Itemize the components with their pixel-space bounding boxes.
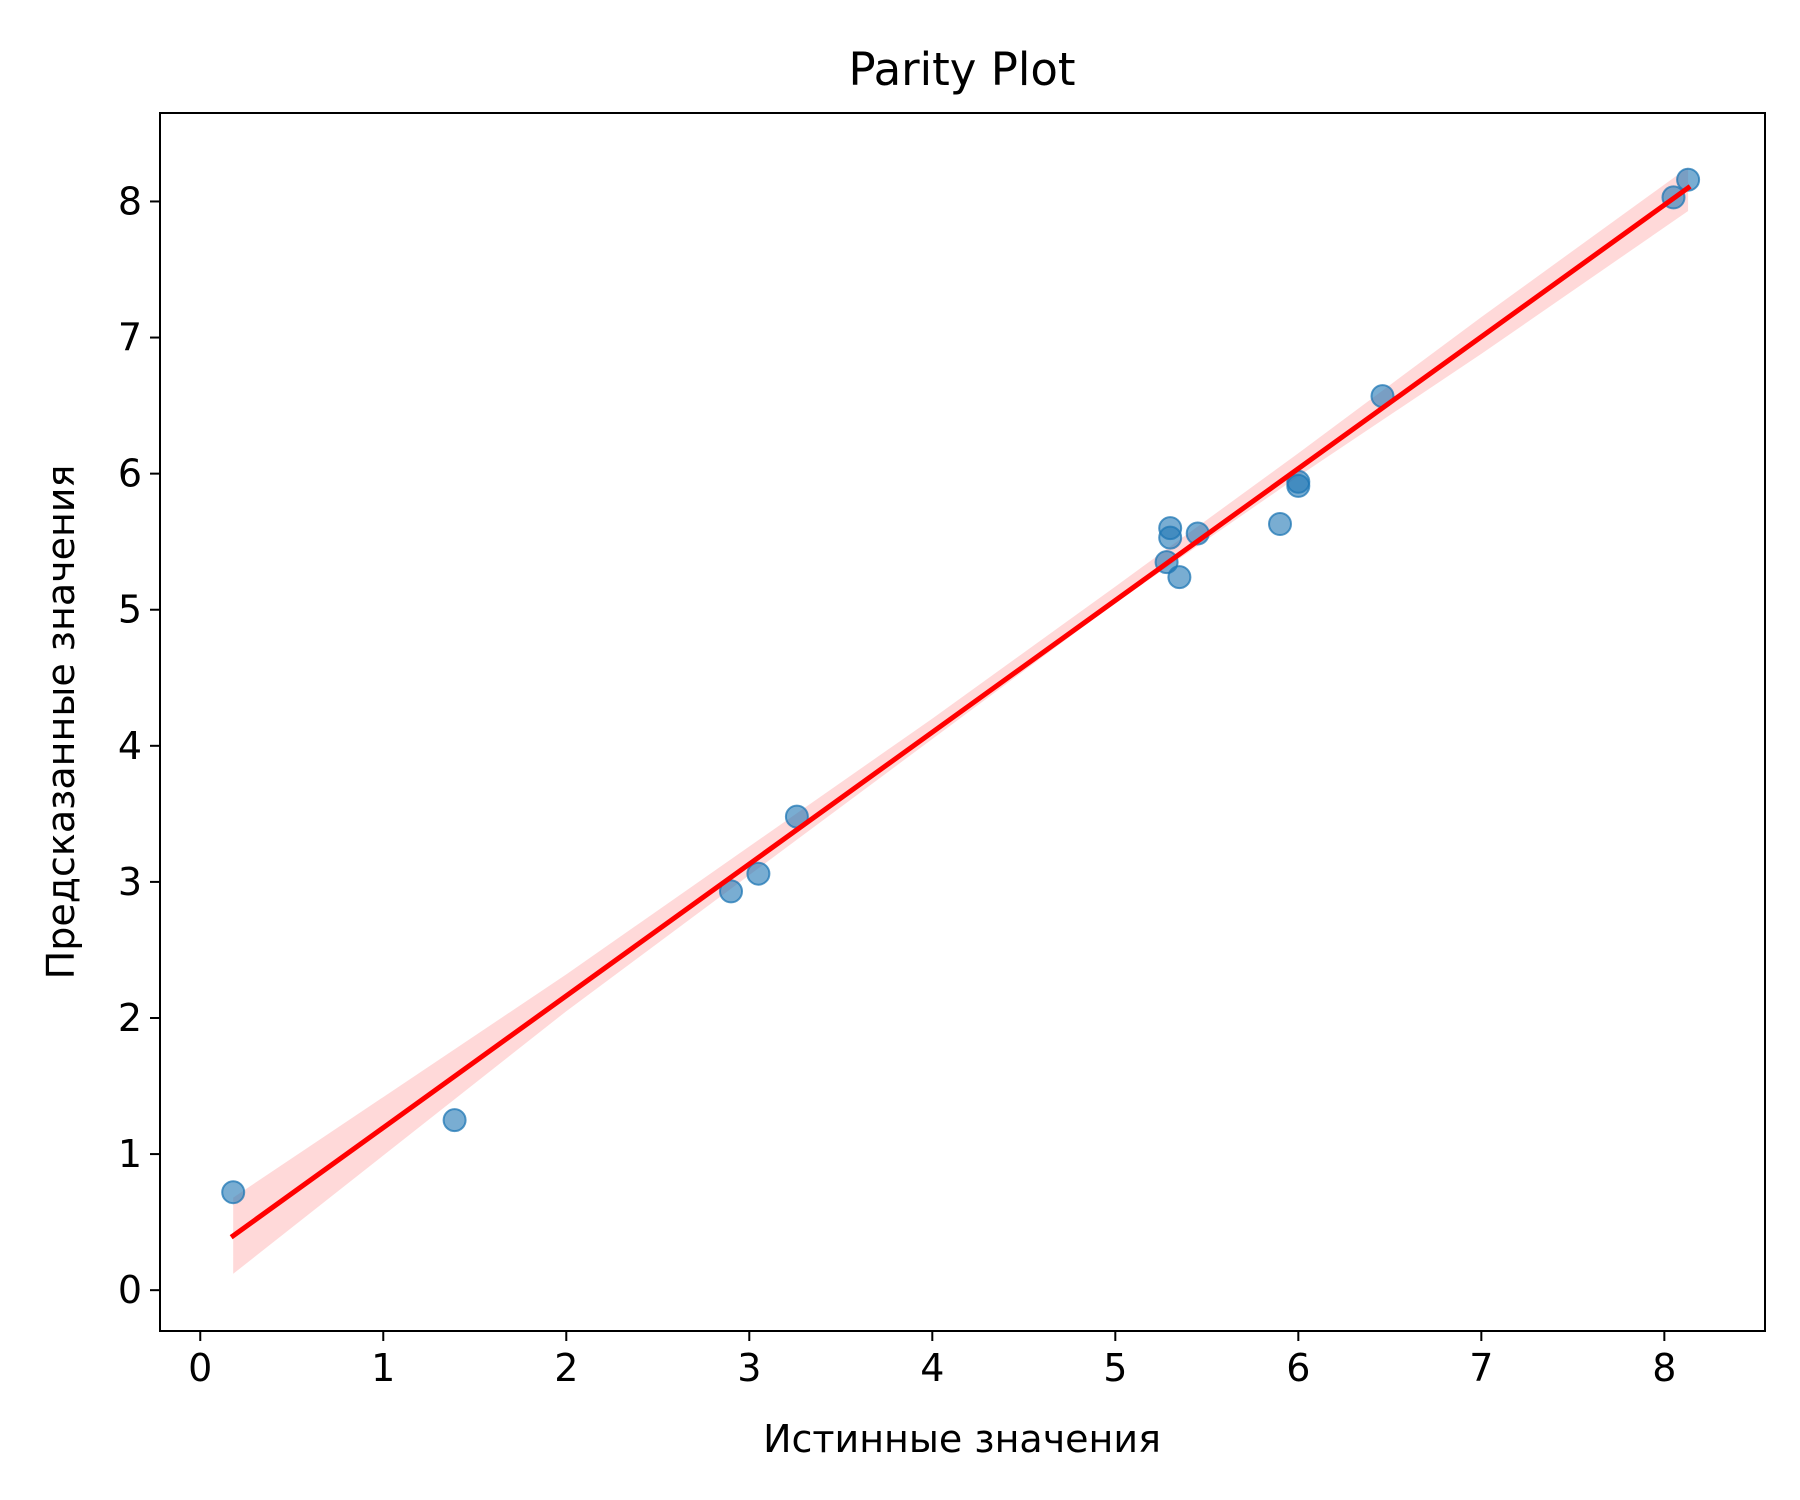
- x-tick-label: 1: [371, 1346, 395, 1390]
- x-tick-label: 4: [920, 1346, 944, 1390]
- y-tick-label: 7: [118, 316, 142, 360]
- confidence-band: [233, 167, 1689, 1274]
- y-tick-label: 3: [118, 860, 142, 904]
- y-tick-label: 0: [118, 1268, 142, 1312]
- chart-title: Parity Plot: [848, 43, 1075, 96]
- x-tick-label: 2: [554, 1346, 578, 1390]
- x-tick-label: 5: [1103, 1346, 1127, 1390]
- x-tick-label: 6: [1286, 1346, 1310, 1390]
- data-points-layer: [221, 167, 1701, 1205]
- y-axis-label: Предсказанные значения: [39, 465, 83, 980]
- y-tick-label: 6: [118, 452, 142, 496]
- y-tick-label: 1: [118, 1132, 142, 1176]
- data-point-1: [221, 1180, 246, 1205]
- plot-frame: [159, 112, 1766, 1332]
- fit-line: [229, 184, 1692, 1240]
- y-tick-label: 2: [118, 996, 142, 1040]
- confidence-band-layer: [233, 167, 1689, 1274]
- y-tick-label: 5: [118, 588, 142, 632]
- x-tick-label: 8: [1652, 1346, 1676, 1390]
- data-point-3: [719, 879, 743, 904]
- x-tick-label: 3: [737, 1346, 761, 1390]
- data-point-4: [746, 861, 771, 886]
- x-axis-label: Истинные значения: [763, 1417, 1161, 1461]
- y-tick-label: 8: [118, 179, 142, 223]
- x-tick-label: 0: [188, 1346, 212, 1390]
- x-tick-label: 7: [1469, 1346, 1493, 1390]
- x-axis-ticks: 0 1 2 3 4 5 6 7 8: [188, 1331, 1676, 1390]
- data-point-2: [442, 1108, 467, 1133]
- data-point-9: [1167, 565, 1192, 590]
- fit-line-layer: [229, 184, 1692, 1240]
- data-point-8: [1158, 525, 1183, 550]
- y-tick-label: 4: [118, 724, 142, 768]
- data-point-11: [1268, 512, 1292, 536]
- y-axis-ticks: 0 1 2 3 4 5 6 7 8: [118, 179, 160, 1312]
